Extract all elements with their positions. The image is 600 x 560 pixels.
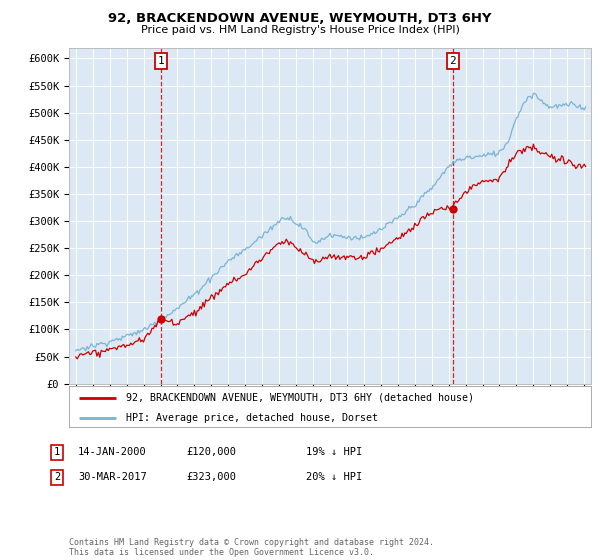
Text: 20% ↓ HPI: 20% ↓ HPI [306,472,362,482]
Text: 92, BRACKENDOWN AVENUE, WEYMOUTH, DT3 6HY (detached house): 92, BRACKENDOWN AVENUE, WEYMOUTH, DT3 6H… [127,393,475,403]
Text: 92, BRACKENDOWN AVENUE, WEYMOUTH, DT3 6HY: 92, BRACKENDOWN AVENUE, WEYMOUTH, DT3 6H… [108,12,492,25]
Text: 30-MAR-2017: 30-MAR-2017 [78,472,147,482]
Text: HPI: Average price, detached house, Dorset: HPI: Average price, detached house, Dors… [127,413,379,423]
Text: 14-JAN-2000: 14-JAN-2000 [78,447,147,458]
Text: £323,000: £323,000 [186,472,236,482]
Text: 19% ↓ HPI: 19% ↓ HPI [306,447,362,458]
Text: 2: 2 [54,472,60,482]
Text: 1: 1 [158,56,164,66]
Text: Price paid vs. HM Land Registry's House Price Index (HPI): Price paid vs. HM Land Registry's House … [140,25,460,35]
Text: 2: 2 [449,56,456,66]
Text: 1: 1 [54,447,60,458]
Text: Contains HM Land Registry data © Crown copyright and database right 2024.
This d: Contains HM Land Registry data © Crown c… [69,538,434,557]
Text: £120,000: £120,000 [186,447,236,458]
